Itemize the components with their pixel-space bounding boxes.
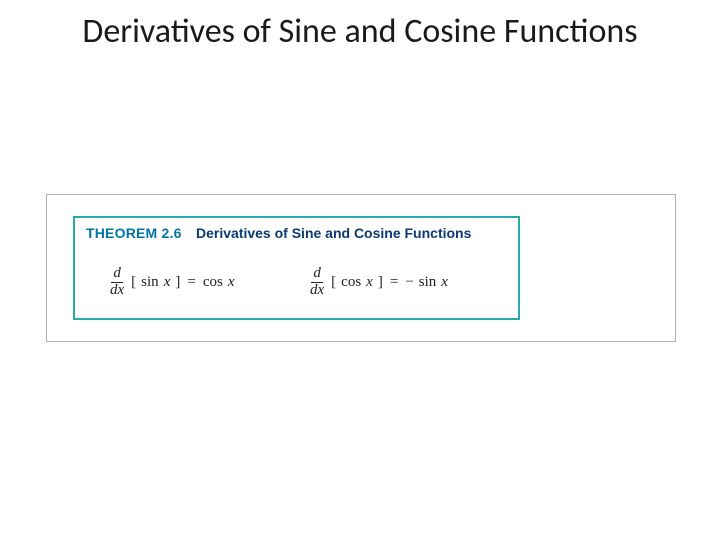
rhs-variable: x (441, 274, 448, 291)
negative-sign: − (405, 274, 413, 291)
left-bracket: [ (331, 274, 336, 291)
right-bracket: ] (175, 274, 180, 291)
rhs-variable: x (228, 274, 235, 291)
page-title: Derivatives of Sine and Cosine Functions (0, 12, 720, 51)
formula-cos-derivative: d dx [ cos x ] = − sin x (308, 266, 448, 299)
fraction: d dx (308, 266, 326, 299)
rhs-function-name: sin (419, 274, 437, 291)
function-name: cos (341, 274, 361, 291)
fraction-numerator: d (311, 266, 323, 283)
left-bracket: [ (131, 274, 136, 291)
fraction-numerator: d (111, 266, 123, 283)
equals-sign: = (388, 274, 400, 291)
formula-sin-derivative: d dx [ sin x ] = cos x (108, 266, 235, 299)
slide: Derivatives of Sine and Cosine Functions… (0, 0, 720, 540)
variable: x (164, 274, 171, 291)
equals-sign: = (185, 274, 197, 291)
fraction-denominator: dx (308, 283, 326, 299)
right-bracket: ] (378, 274, 383, 291)
fraction: d dx (108, 266, 126, 299)
rhs-function-name: cos (203, 274, 223, 291)
theorem-number-label: THEOREM 2.6 (86, 225, 182, 241)
variable: x (366, 274, 373, 291)
function-name: sin (141, 274, 159, 291)
fraction-denominator: dx (108, 283, 126, 299)
theorem-title: Derivatives of Sine and Cosine Functions (196, 225, 471, 241)
